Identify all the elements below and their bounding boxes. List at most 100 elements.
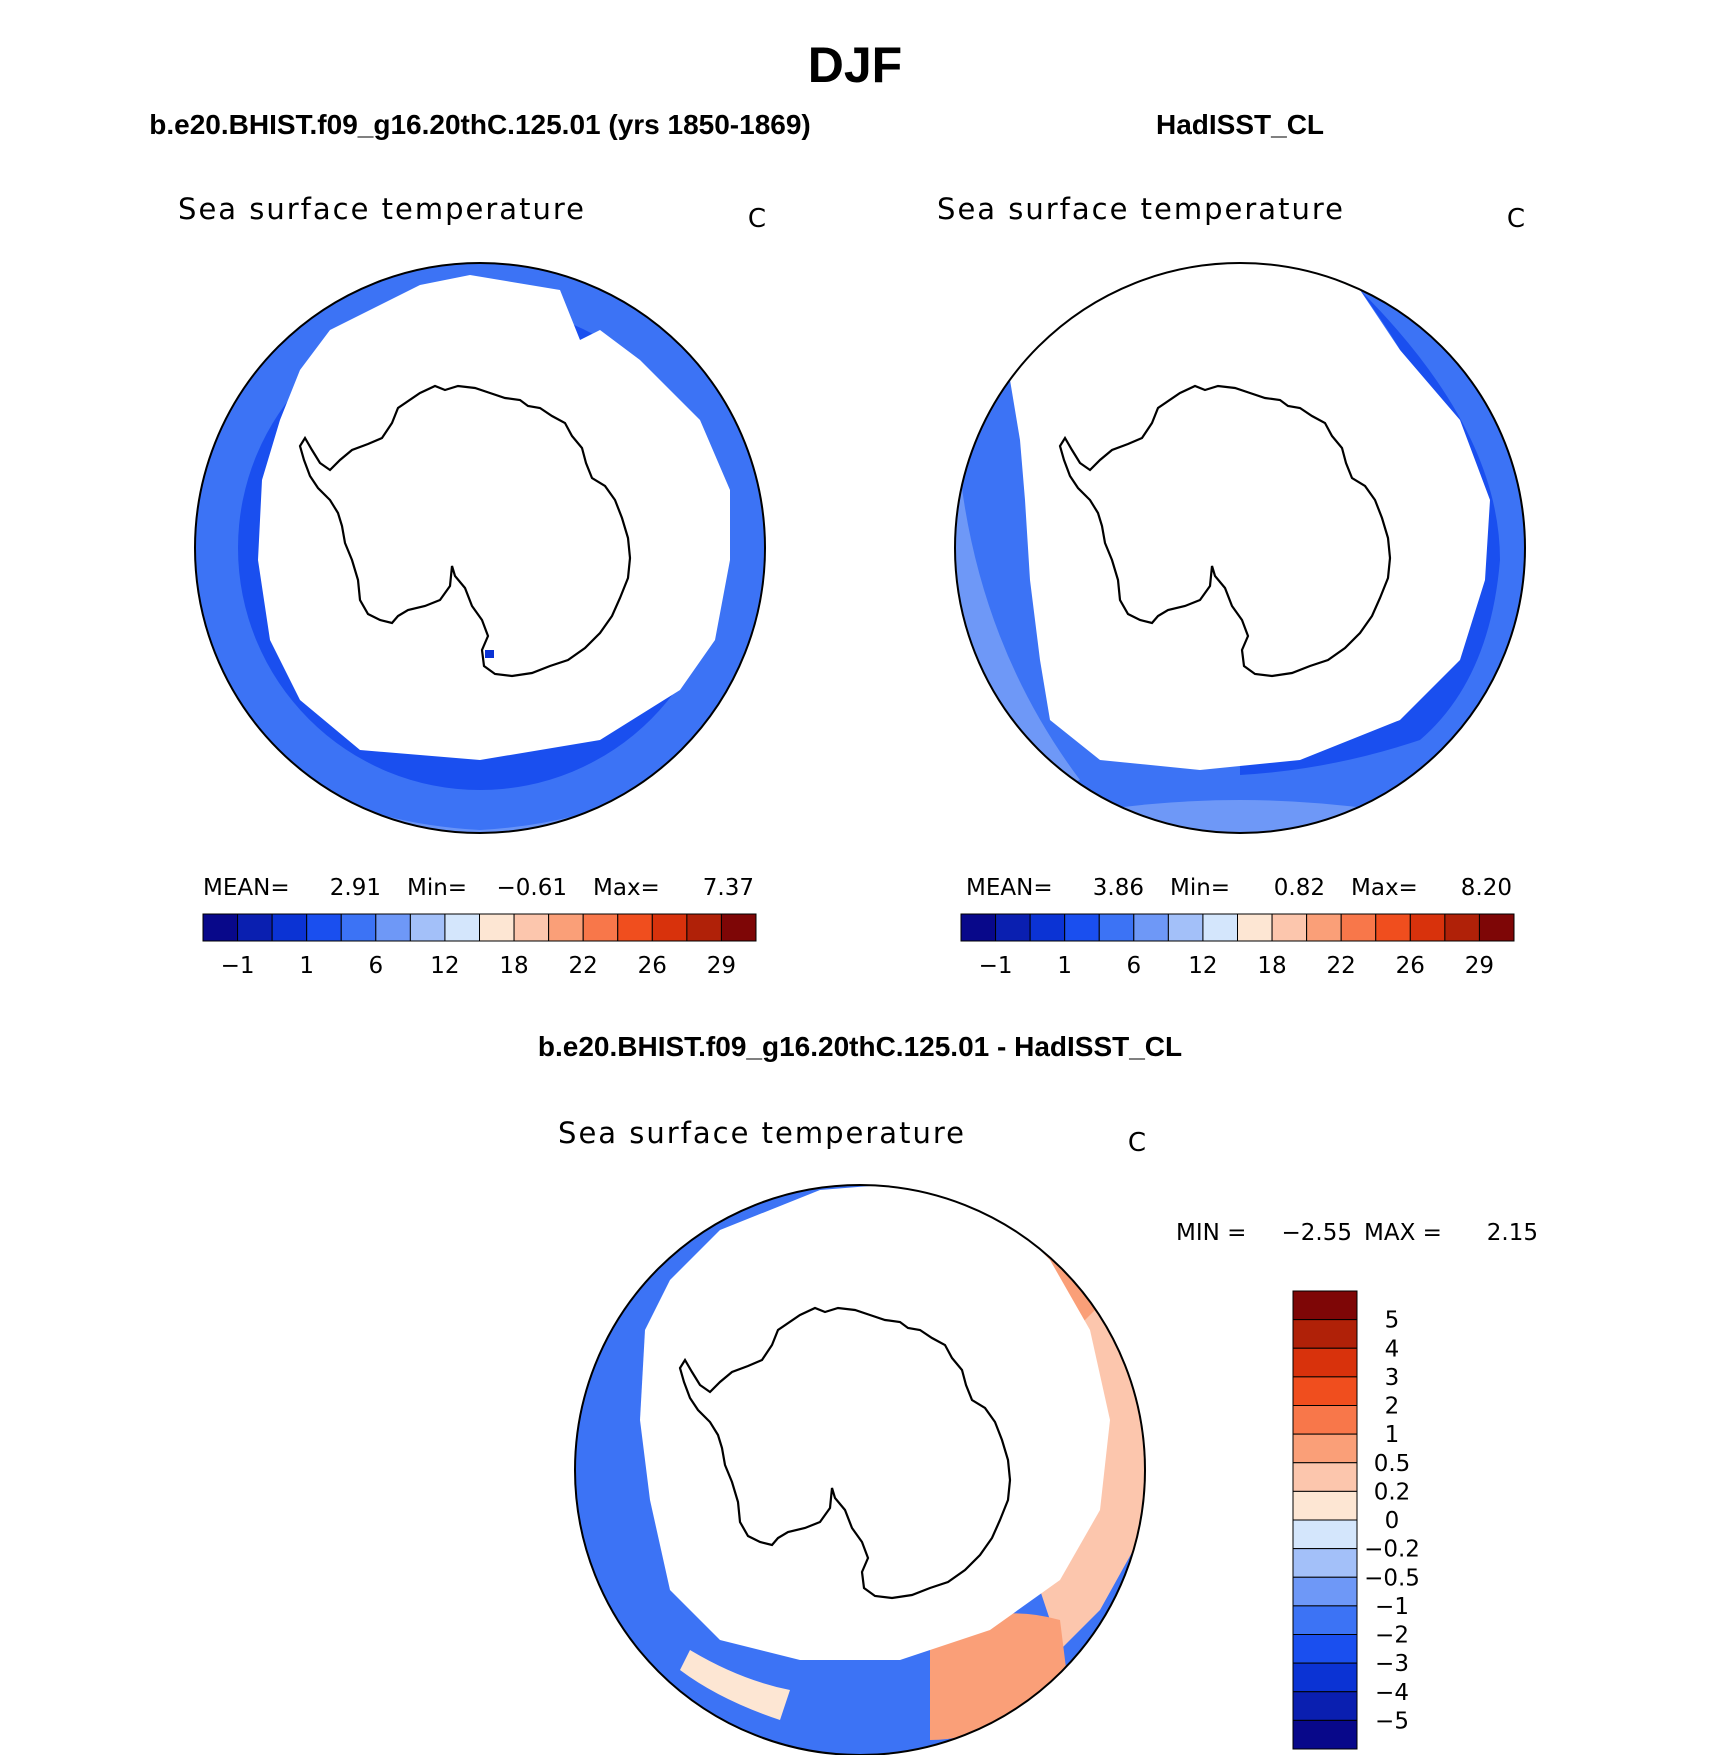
panel3-max-value: 2.15 [1487, 1220, 1538, 1246]
panel3-colorbar: 54 3 21 0.50.2 0 −0.2−0.5 −1 −2−3 −4−5 [1292, 1290, 1420, 1750]
panel2-colorbar-swatch [1064, 913, 1100, 942]
panel3-field-neutral-south [680, 1650, 790, 1720]
panel3-colorbar-tick-label: −3 [1375, 1651, 1409, 1677]
panel3-colorbar-swatch [1292, 1433, 1358, 1464]
panel1-colorbar-swatch [548, 913, 584, 942]
panel1-colorbar-swatch [271, 913, 308, 942]
panel3-colorbar-tick-label: 4 [1385, 1336, 1400, 1362]
panel3-colorbar-tick-label: 2 [1385, 1394, 1400, 1420]
panel3-colorbar-swatch [1292, 1462, 1358, 1492]
panel1-stats: MEAN= 2.91 Min= −0.61 Max= 7.37 [203, 875, 754, 901]
panel3-colorbar-swatch [1292, 1319, 1358, 1349]
panel2-stats: MEAN= 3.86 Min= 0.82 Max= 8.20 [966, 875, 1512, 901]
panel2-min-value: 0.82 [1274, 875, 1325, 901]
panel1-colorbar-swatch [686, 913, 722, 942]
panel2-colorbar: −1 1 6 12 18 22 26 29 [960, 913, 1515, 979]
panel1-colorbar-tick-label: 12 [430, 953, 459, 979]
panel3-max-label: MAX = [1364, 1220, 1442, 1246]
panel2-map-border [954, 262, 1526, 834]
panel1-cold-pixel [485, 650, 494, 658]
panel1-colorbar-swatch [617, 913, 653, 942]
panel1-colorbar-swatch [306, 913, 342, 942]
panel1-title: b.e20.BHIST.f09_g16.20thC.125.01 (yrs 18… [149, 109, 811, 140]
panel3-colorbar-tick-label: 0.2 [1374, 1479, 1411, 1505]
panel3-colorbar-tick-label: −2 [1375, 1623, 1409, 1649]
panel2-colorbar-tick-label: 26 [1396, 953, 1425, 979]
panel1-map-border [194, 262, 766, 834]
panel2-colorbar-swatch [1167, 913, 1204, 942]
panel2-colorbar-swatch [1444, 913, 1480, 942]
panel3-map-border [574, 1184, 1146, 1755]
panel1-colorbar-tick-label: −1 [221, 953, 255, 979]
panel3-colorbar-swatch [1292, 1719, 1358, 1750]
panel3-variable: Sea surface temperature [558, 1116, 966, 1150]
panel2-colorbar-tick-label: 12 [1188, 953, 1217, 979]
panel2-title: HadISST_CL [1156, 109, 1324, 140]
panel2-max-label: Max= [1351, 875, 1418, 901]
panel2-sea-ice-mask [1000, 263, 1490, 770]
panel3-colorbar-tick-label: −1 [1375, 1594, 1409, 1620]
season-title: DJF [808, 37, 902, 93]
panel3-map [574, 1184, 1146, 1755]
panel2-colorbar-tick-label: 22 [1327, 953, 1356, 979]
panel1-colorbar-tick-label: 22 [569, 953, 598, 979]
panel3-colorbar-tick-label: 5 [1385, 1308, 1400, 1334]
panel3-min-value: −2.55 [1282, 1220, 1352, 1246]
panel3-colorbar-tick-label: −0.2 [1364, 1537, 1420, 1563]
panel2-colorbar-swatch [995, 913, 1031, 942]
panel1-colorbar-swatch [340, 913, 377, 942]
panel3-colorbar-swatch [1292, 1634, 1358, 1664]
panel2-colorbar-swatch [1029, 913, 1066, 942]
panel1-colorbar-swatch [479, 913, 515, 942]
panel1-sea-ice-mask [258, 275, 730, 760]
panel3-colorbar-swatch [1292, 1691, 1358, 1721]
panel2-units: C [1507, 204, 1525, 234]
panel3-colorbar-tick-label: 1 [1385, 1422, 1400, 1448]
panel1-colorbar-swatch [444, 913, 480, 942]
panel3-colorbar-swatch [1292, 1376, 1358, 1406]
panel3-colorbar-swatch [1292, 1290, 1358, 1321]
panel2-colorbar-swatch [1202, 913, 1238, 942]
panel2-min-label: Min= [1170, 875, 1230, 901]
panel1-colorbar-swatch [409, 913, 446, 942]
panel1-colorbar-tick-label: 1 [299, 953, 314, 979]
panel2-colorbar-swatch [960, 913, 997, 942]
panel2-colorbar-swatch [1340, 913, 1377, 942]
panel3-colorbar-tick-label: −4 [1375, 1680, 1409, 1706]
panel3-colorbar-tick-label: −0.5 [1364, 1565, 1420, 1591]
panel1-variable: Sea surface temperature [178, 192, 586, 226]
panel3-colorbar-swatch [1292, 1548, 1358, 1578]
panel2-colorbar-swatch [1237, 913, 1273, 942]
panel3-colorbar-tick-label: 3 [1385, 1365, 1400, 1391]
panel2-mean-value: 3.86 [1093, 875, 1144, 901]
panel3-colorbar-swatch [1292, 1490, 1358, 1521]
panel3-colorbar-tick-label: −5 [1375, 1708, 1409, 1734]
panel3-colorbar-tick-label: 0 [1385, 1508, 1400, 1534]
panel2-mean-label: MEAN= [966, 875, 1053, 901]
panel2-map [954, 262, 1526, 834]
panel1-colorbar-tick-label: 26 [638, 953, 667, 979]
panel3-colorbar-swatch [1292, 1347, 1358, 1378]
panel2-colorbar-swatch [1478, 913, 1515, 942]
panel2-colorbar-swatch [1271, 913, 1308, 942]
panel2-colorbar-tick-label: 29 [1465, 953, 1494, 979]
panel1-units: C [748, 204, 766, 234]
panel1-min-value: −0.61 [497, 875, 567, 901]
panel3-min-label: MIN = [1176, 1220, 1246, 1246]
panel2-colorbar-tick-label: 18 [1257, 953, 1286, 979]
panel2-colorbar-tick-label: −1 [979, 953, 1013, 979]
panel2-colorbar-swatch [1375, 913, 1411, 942]
panel3-units: C [1128, 1128, 1146, 1158]
panel1-mean-label: MEAN= [203, 875, 290, 901]
panel3-colorbar-swatch [1292, 1405, 1358, 1435]
panel1-colorbar-swatch [513, 913, 550, 942]
panel2-colorbar-tick-label: 6 [1126, 953, 1141, 979]
panel3-stats: MIN = −2.55 MAX = 2.15 [1176, 1220, 1538, 1246]
panel1-mean-value: 2.91 [330, 875, 381, 901]
panel1-colorbar-swatch [651, 913, 688, 942]
panel1-colorbar-swatch [720, 913, 757, 942]
panel1-colorbar-tick-label: 6 [368, 953, 383, 979]
panel2-colorbar-swatch [1306, 913, 1342, 942]
panel1-min-label: Min= [407, 875, 467, 901]
